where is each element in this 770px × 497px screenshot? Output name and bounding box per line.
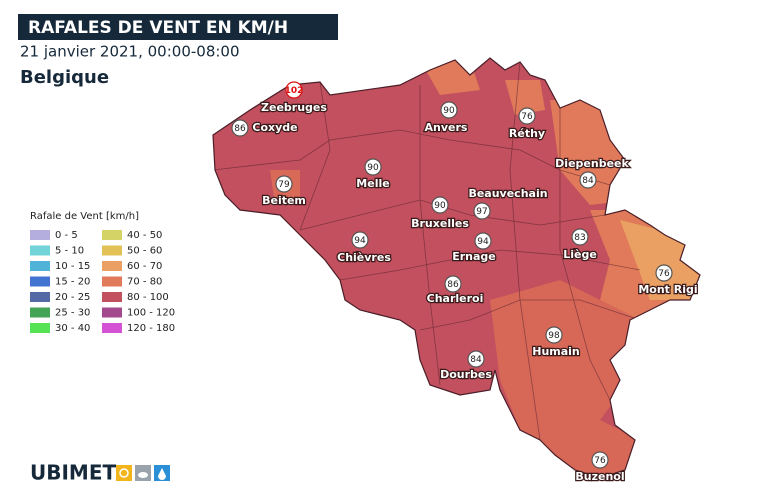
sun-symbol (119, 468, 129, 478)
station-value: 94 (354, 236, 366, 246)
legend-label: 20 - 25 (55, 292, 90, 303)
station-name: Coxyde (252, 121, 297, 134)
station-name: Bruxelles (411, 217, 469, 230)
cloud-symbol (138, 472, 148, 478)
station-marker (444, 275, 462, 293)
station-name: Beitem (262, 194, 306, 207)
station-name: Liège (563, 248, 597, 261)
legend-label: 15 - 20 (55, 277, 90, 288)
station-value: 90 (434, 201, 446, 211)
legend-label: 60 - 70 (127, 261, 162, 272)
station-marker (467, 350, 485, 368)
station-value: 84 (470, 355, 482, 365)
station-name: Ernage (452, 250, 496, 263)
station-value: 102 (285, 86, 304, 96)
station-value: 86 (447, 280, 459, 290)
legend-label: 50 - 60 (127, 246, 162, 257)
sun-icon (116, 465, 132, 481)
station-marker (474, 232, 492, 250)
legend-label: 70 - 80 (127, 277, 162, 288)
station-name: Buzenol (575, 470, 624, 483)
legend-swatch (102, 307, 122, 318)
legend-swatch (102, 230, 122, 240)
station-marker (579, 171, 597, 189)
legend-swatch (30, 323, 50, 333)
station-name: Dourbes (440, 368, 492, 381)
legend-swatch (102, 261, 122, 271)
station-value: 84 (582, 176, 594, 186)
legend-swatch (102, 292, 122, 302)
brand: UBIMET (30, 461, 116, 485)
station-name: Diepenbeek (555, 157, 629, 170)
station-marker (440, 101, 458, 119)
station-name: Beauvechain (468, 187, 547, 200)
station-marker (518, 107, 536, 125)
legend-swatch (30, 307, 50, 318)
station-marker (571, 228, 589, 246)
legend-swatch (30, 245, 50, 256)
legend-title: Rafale de Vent [km/h] (30, 211, 139, 222)
station-marker (473, 202, 491, 220)
legend-label: 30 - 40 (55, 323, 90, 334)
station-marker (431, 196, 449, 214)
title: RAFALES DE VENT EN KM/H (28, 18, 288, 38)
station-value: 90 (443, 106, 455, 116)
station-marker (591, 451, 609, 469)
legend-swatch (30, 261, 50, 271)
station-value: 76 (658, 269, 670, 279)
legend-label: 80 - 100 (127, 292, 169, 303)
station-value: 94 (477, 237, 489, 247)
station-marker (364, 158, 382, 176)
station-marker (231, 119, 249, 137)
drop-symbol (158, 468, 166, 480)
station-value: 83 (574, 233, 585, 243)
station-marker (285, 81, 303, 99)
station-marker (655, 264, 673, 282)
station-marker (351, 231, 369, 249)
legend-swatch (30, 230, 50, 240)
station-name: Humain (532, 345, 580, 358)
station-value: 97 (476, 207, 487, 217)
station-name: Charleroi (427, 292, 484, 305)
station-value: 76 (521, 112, 533, 122)
legend-swatch (102, 276, 122, 287)
legend-label: 5 - 10 (55, 246, 84, 257)
station-value: 98 (548, 331, 560, 341)
legend-swatch (102, 323, 122, 333)
title-box (18, 14, 338, 40)
station-name: Mont Rigi (638, 283, 697, 296)
subtitle: 21 janvier 2021, 00:00-08:00 (20, 43, 240, 61)
legend-label: 10 - 15 (55, 261, 90, 272)
station-value: 76 (594, 456, 606, 466)
station-name: Melle (356, 177, 389, 190)
legend-label: 120 - 180 (127, 323, 175, 334)
station-marker (545, 326, 563, 344)
legend-swatch (30, 276, 50, 287)
region: Belgique (20, 67, 109, 88)
legend-swatch (102, 245, 122, 256)
station-name: Chièvres (337, 251, 391, 264)
station-name: Réthy (509, 127, 545, 140)
station-marker (275, 175, 293, 193)
station-value: 90 (367, 163, 379, 173)
station-value: 86 (234, 124, 246, 134)
legend-label: 40 - 50 (127, 230, 162, 241)
station-name: Anvers (425, 121, 468, 134)
legend-label: 0 - 5 (55, 230, 78, 241)
legend-label: 25 - 30 (55, 308, 90, 319)
legend-label: 100 - 120 (127, 308, 175, 319)
legend-swatch (30, 292, 50, 302)
station-value: 79 (278, 180, 290, 190)
station-name: Zeebruges (261, 101, 327, 114)
